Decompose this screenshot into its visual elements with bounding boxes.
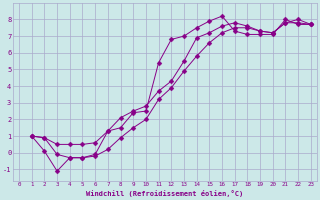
X-axis label: Windchill (Refroidissement éolien,°C): Windchill (Refroidissement éolien,°C) bbox=[86, 190, 244, 197]
